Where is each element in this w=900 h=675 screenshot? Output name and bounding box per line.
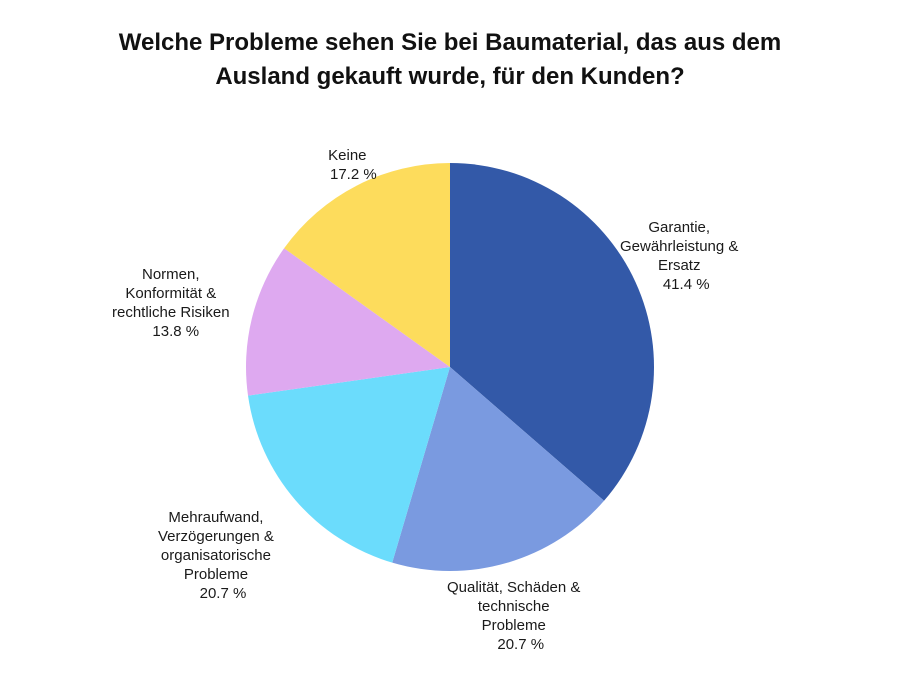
slice-qualitaet xyxy=(392,367,605,572)
slice-label-line: Probleme xyxy=(183,566,249,583)
chart-title-line-2: Ausland gekauft wurde, für den Kunden? xyxy=(215,63,685,90)
slice-label-line: Normen, xyxy=(142,266,200,283)
slice-label-line: technische xyxy=(477,598,550,615)
slice-label-line: Qualität, Schäden & xyxy=(447,579,581,596)
slice-label-qualitaet: Qualität, Schäden & technische Probleme … xyxy=(447,578,580,654)
slice-label-keine: Keine 17.2 % xyxy=(318,146,377,184)
slice-label-line: Mehraufwand, xyxy=(168,509,264,526)
slice-mehraufwand xyxy=(248,367,450,563)
chart-title: Welche Probleme sehen Sie bei Baumateria… xyxy=(0,26,900,94)
slice-label-line: Verzögerungen & xyxy=(158,528,274,545)
slice-garantie xyxy=(450,163,655,501)
slice-label-garantie: Garantie, Gewährleistung & Ersatz 41.4 % xyxy=(620,218,738,294)
slice-value: 17.2 % xyxy=(330,166,377,183)
slice-normen xyxy=(246,248,450,396)
slice-label-line: Ersatz xyxy=(657,257,701,274)
slice-label-line: Konformität & xyxy=(125,285,217,302)
slice-label-line: Keine xyxy=(328,147,367,164)
slice-value: 13.8 % xyxy=(152,323,200,340)
slice-label-line: Garantie, xyxy=(648,219,711,236)
slice-label-line: Gewährleistung & xyxy=(620,238,739,255)
slice-label-line: rechtliche Risiken xyxy=(112,304,230,321)
slice-value: 20.7 % xyxy=(497,636,545,653)
slice-label-line: Probleme xyxy=(481,617,546,634)
slice-label-line: organisatorische xyxy=(160,547,271,564)
slice-label-normen: Normen, Konformität & rechtliche Risiken… xyxy=(112,265,230,341)
chart-title-line-1: Welche Probleme sehen Sie bei Baumateria… xyxy=(118,29,782,56)
slice-value: 20.7 % xyxy=(199,585,247,602)
slice-value: 41.4 % xyxy=(662,276,710,293)
slice-label-mehraufwand: Mehraufwand, Verzögerungen & organisator… xyxy=(158,508,274,603)
slice-keine xyxy=(284,162,450,367)
